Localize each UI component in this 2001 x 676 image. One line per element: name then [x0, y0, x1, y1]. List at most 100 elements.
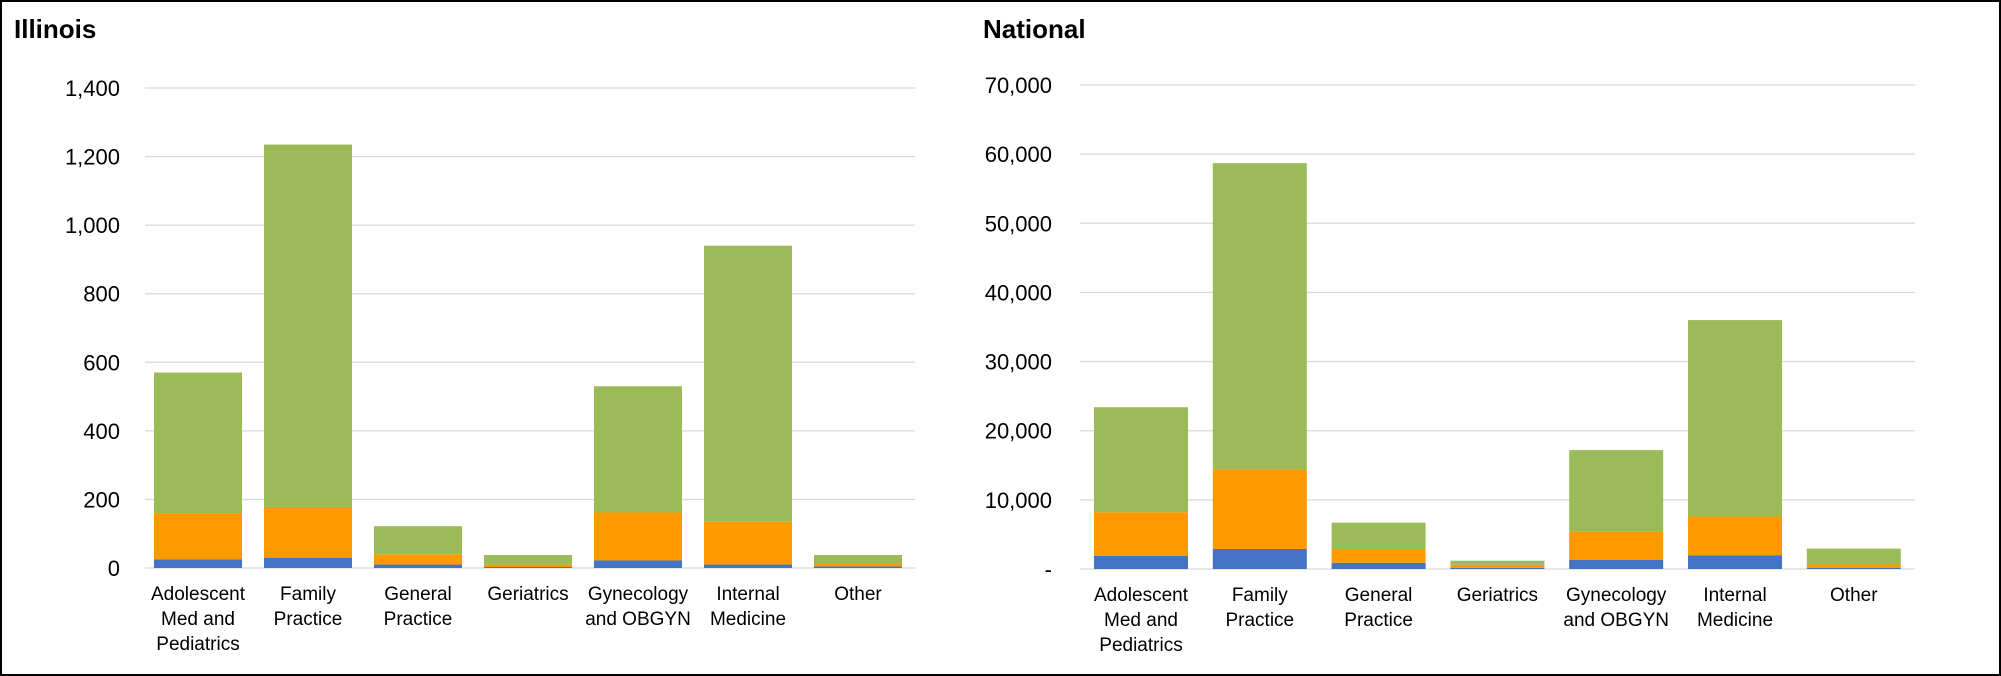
bar-segment-series-2 — [484, 564, 572, 567]
bar-segment-series-3 — [374, 526, 462, 555]
illinois-panel: Illinois 0 200 400 600 800 1,000 1,200 1,400 Ad… — [14, 14, 915, 655]
x-category-line: Adolescent — [1094, 585, 1189, 606]
y-tick-label: 20,000 — [985, 419, 1052, 444]
y-axis: - 10,000 20,000 30,000 40,000 50,000 60,000 70,… — [985, 73, 1052, 582]
y-tick-label: 50,000 — [985, 211, 1052, 236]
bar-segment-series-1 — [1212, 548, 1307, 569]
bar-segment-series-2 — [1094, 512, 1188, 556]
x-category-line: Practice — [1225, 610, 1294, 631]
x-category-label: Gynecology and OBGYN — [585, 584, 691, 630]
y-tick-label: 400 — [83, 419, 120, 444]
bar-segment-series-3 — [484, 554, 572, 565]
bar-segment-series-1 — [154, 559, 242, 568]
bar-segment-series-3 — [1569, 450, 1664, 532]
bar-segment-series-2 — [1212, 469, 1307, 549]
x-category-line: Med and — [161, 609, 235, 630]
x-category-line: General — [1345, 585, 1413, 606]
x-category-line: Adolescent — [151, 584, 246, 605]
bar-segment-series-1 — [484, 566, 572, 568]
national-panel: National - 10,000 20,000 30,000 40,000 50,000… — [983, 14, 1915, 656]
bar-segment-series-2 — [814, 563, 902, 567]
x-category-line: Internal — [1703, 585, 1766, 606]
y-tick-label: 1,000 — [65, 213, 120, 238]
bar-segment-series-3 — [814, 554, 902, 564]
y-tick-label: 200 — [83, 487, 120, 512]
gridlines — [1080, 84, 1915, 570]
x-category-label: Family Practice — [274, 584, 343, 630]
x-category-line: Practice — [274, 609, 343, 630]
x-category-line: Medicine — [710, 609, 786, 630]
y-tick-label: 1,400 — [65, 76, 120, 101]
x-category-line: Internal — [716, 584, 779, 605]
bar-segment-series-1 — [1331, 562, 1426, 569]
bar-segment-series-3 — [1450, 560, 1545, 565]
bar-segment-series-1 — [704, 564, 792, 568]
bar-segment-series-1 — [1688, 555, 1782, 569]
x-category-line: Gynecology — [1566, 585, 1667, 606]
x-category-line: Medicine — [1697, 610, 1773, 631]
bar-segment-series-2 — [704, 521, 792, 565]
x-category-label: Gynecology and OBGYN — [1563, 585, 1669, 631]
x-category-line: and OBGYN — [1563, 610, 1669, 631]
chart-title: National — [983, 14, 1086, 44]
bars — [154, 144, 902, 568]
x-category-line: Pediatrics — [1099, 635, 1182, 656]
bar-segment-series-3 — [1806, 548, 1901, 565]
x-category-label: Geriatrics — [487, 584, 568, 605]
gridlines — [145, 87, 915, 569]
bar-segment-series-2 — [1450, 564, 1545, 568]
bar-segment-series-3 — [1331, 522, 1426, 549]
x-category-line: Practice — [384, 609, 453, 630]
bar-segment-series-3 — [1094, 407, 1188, 513]
bar-segment-series-3 — [704, 245, 792, 522]
x-category-label: Internal Medicine — [1697, 585, 1773, 631]
x-category-label: General Practice — [1344, 585, 1413, 631]
bar-segment-series-2 — [1688, 516, 1782, 556]
x-category-line: Other — [834, 584, 882, 605]
y-tick-label: 40,000 — [985, 280, 1052, 305]
bar-segment-series-1 — [594, 560, 682, 568]
x-category-line: Pediatrics — [156, 634, 239, 655]
bar-segment-series-1 — [1569, 560, 1664, 569]
x-category-label: Geriatrics — [1457, 585, 1538, 606]
bar-segment-series-3 — [1212, 163, 1307, 470]
y-tick-label: 70,000 — [985, 73, 1052, 98]
x-category-line: Family — [1232, 585, 1288, 606]
x-axis: Adolescent Med and Pediatrics Family Practic… — [1094, 585, 1878, 656]
bar-segment-series-1 — [374, 564, 462, 568]
x-category-label: General Practice — [384, 584, 453, 630]
y-axis: 0 200 400 600 800 1,000 1,200 1,400 — [65, 76, 120, 581]
bars — [1094, 163, 1901, 569]
x-category-label: Internal Medicine — [710, 584, 786, 630]
y-tick-label: 60,000 — [985, 142, 1052, 167]
bar-segment-series-2 — [1569, 531, 1664, 561]
bar-segment-series-1 — [1806, 567, 1901, 569]
x-category-label: Family Practice — [1225, 585, 1294, 631]
y-tick-label: 600 — [83, 350, 120, 375]
bar-segment-series-2 — [1331, 548, 1426, 563]
y-tick-label: - — [1045, 557, 1052, 582]
x-category-label: Adolescent Med and Pediatrics — [1094, 585, 1189, 656]
y-tick-label: 10,000 — [985, 488, 1052, 513]
bar-segment-series-3 — [594, 386, 682, 513]
bar-segment-series-2 — [374, 554, 462, 565]
chart-title: Illinois — [14, 14, 96, 44]
bar-segment-series-3 — [1688, 320, 1782, 517]
x-category-line: and OBGYN — [585, 609, 691, 630]
y-tick-label: 1,200 — [65, 145, 120, 170]
bar-segment-series-2 — [1806, 564, 1901, 568]
y-tick-label: 0 — [108, 556, 120, 581]
bar-segment-series-2 — [154, 513, 242, 560]
x-category-label: Other — [834, 584, 882, 605]
bar-segment-series-1 — [1450, 567, 1545, 569]
x-category-label: Other — [1830, 585, 1878, 606]
bar-segment-series-1 — [814, 566, 902, 568]
x-category-line: Geriatrics — [487, 584, 568, 605]
x-axis: Adolescent Med and Pediatrics Family Practic… — [151, 584, 882, 655]
x-category-label: Adolescent Med and Pediatrics — [151, 584, 246, 655]
x-category-line: Med and — [1104, 610, 1178, 631]
bar-segment-series-3 — [154, 372, 242, 514]
x-category-line: Gynecology — [588, 584, 689, 605]
x-category-line: Family — [280, 584, 336, 605]
